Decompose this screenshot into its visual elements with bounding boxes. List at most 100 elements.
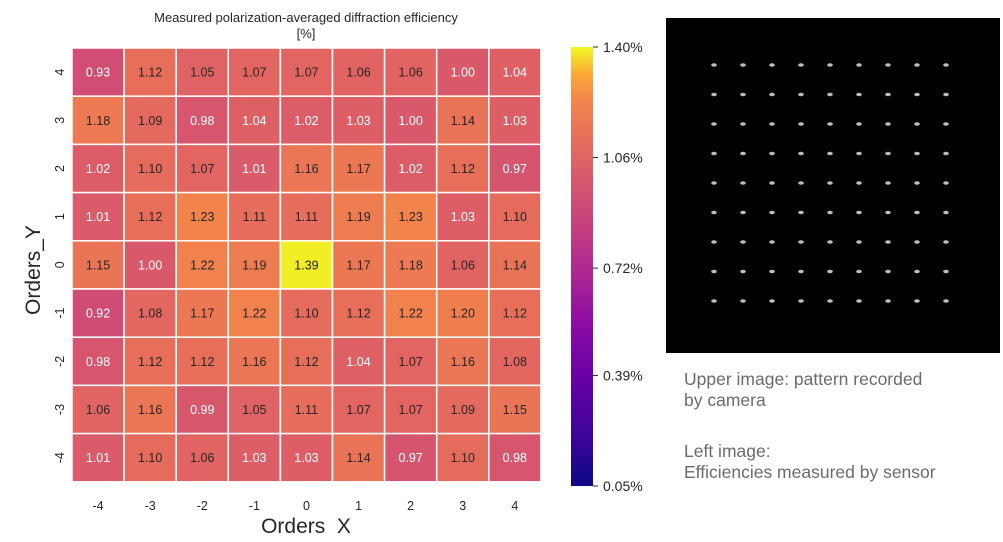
heatmap-cell-label: 1.06 bbox=[451, 258, 475, 272]
diffraction-spot bbox=[798, 210, 804, 215]
heatmap-cell-label: 0.98 bbox=[190, 114, 214, 128]
diffraction-spot bbox=[798, 122, 804, 126]
x-tick-labels: -4 -3 -2 -1 0 1 2 3 4 bbox=[92, 499, 518, 513]
x-tick-label: 4 bbox=[511, 499, 518, 513]
colorbar bbox=[571, 47, 593, 486]
y-tick-label: 2 bbox=[53, 165, 67, 172]
diffraction-spot bbox=[740, 122, 746, 126]
heatmap-cell-label: 1.07 bbox=[242, 66, 266, 80]
heatmap-cell-label: 1.03 bbox=[503, 114, 527, 128]
diffraction-spot bbox=[885, 151, 891, 156]
diffraction-spot bbox=[885, 92, 891, 97]
y-tick-label: 0 bbox=[53, 261, 67, 268]
heatmap-cell bbox=[71, 384, 125, 435]
y-tick-label: 1 bbox=[53, 213, 67, 220]
diffraction-spot bbox=[943, 210, 949, 215]
diffraction-spot bbox=[827, 181, 833, 185]
heatmap-cell-label: 1.05 bbox=[242, 403, 266, 417]
diffraction-spot bbox=[711, 92, 717, 97]
heatmap-cell bbox=[227, 432, 282, 483]
heatmap-cell-label: 1.03 bbox=[294, 451, 318, 465]
x-tick-label: 2 bbox=[407, 499, 414, 513]
diffraction-spot bbox=[769, 92, 775, 97]
heatmap-cell bbox=[227, 384, 282, 435]
heatmap-cell bbox=[279, 143, 334, 194]
diffraction-spot bbox=[856, 299, 862, 303]
chart-title-line-2: [%] bbox=[297, 26, 316, 41]
diffraction-spot bbox=[711, 122, 717, 126]
heatmap-cell-label: 1.03 bbox=[242, 451, 266, 465]
colorbar-ticks: 1.40% 1.06% 0.72% 0.39% 0.05% bbox=[593, 39, 643, 494]
heatmap-cell-label: 1.11 bbox=[295, 403, 318, 417]
diffraction-spot bbox=[856, 269, 862, 274]
y-tick-label: -4 bbox=[53, 452, 67, 463]
diffraction-spot bbox=[885, 240, 891, 244]
y-tick-label: 4 bbox=[53, 69, 67, 76]
heatmap-cell-label: 1.04 bbox=[346, 355, 370, 369]
heatmap-cell-label: 0.93 bbox=[86, 66, 110, 80]
diffraction-spot bbox=[914, 151, 920, 156]
diffraction-spot bbox=[943, 181, 949, 185]
heatmap-cell-label: 1.12 bbox=[138, 210, 162, 224]
heatmap-cell bbox=[71, 240, 125, 290]
diffraction-spot bbox=[856, 151, 862, 156]
heatmap-cell-label: 1.17 bbox=[190, 307, 214, 321]
diffraction-spot bbox=[740, 151, 746, 156]
camera-pattern-image bbox=[666, 18, 1000, 353]
diffraction-spot bbox=[711, 181, 717, 185]
x-tick-label: 0 bbox=[303, 499, 310, 513]
diffraction-spot bbox=[914, 181, 920, 185]
heatmap-cell-label: 1.15 bbox=[86, 258, 110, 272]
heatmap-cell-label: 1.10 bbox=[294, 307, 318, 321]
diffraction-spot bbox=[885, 122, 891, 126]
y-axis-label: Orders_Y bbox=[22, 225, 45, 315]
heatmap-cell-label: 0.99 bbox=[190, 403, 214, 417]
heatmap-cell bbox=[227, 288, 282, 338]
heatmap-cell bbox=[488, 191, 542, 242]
heatmap-cell-label: 0.98 bbox=[503, 451, 527, 465]
heatmap-cell bbox=[123, 288, 177, 338]
heatmap-cell bbox=[435, 95, 490, 146]
diffraction-spot bbox=[798, 151, 804, 156]
diffraction-spot bbox=[943, 240, 949, 244]
heatmap-cell-label: 1.10 bbox=[138, 451, 162, 465]
heatmap-cell-label: 1.14 bbox=[503, 258, 527, 272]
upper-image-caption: Upper image: pattern recorded by camera bbox=[684, 369, 922, 411]
heatmap-cell-label: 1.06 bbox=[86, 403, 110, 417]
heatmap-cell bbox=[175, 143, 230, 194]
heatmap-cell-label: 1.09 bbox=[451, 403, 475, 417]
diffraction-spot bbox=[740, 299, 746, 303]
heatmap-cell-label: 1.01 bbox=[86, 451, 110, 465]
diffraction-spot bbox=[885, 299, 891, 303]
diffraction-spot bbox=[943, 269, 949, 274]
heatmap-cell bbox=[331, 288, 386, 338]
heatmap-cell bbox=[383, 336, 438, 387]
heatmap-cell-label: 1.19 bbox=[242, 258, 266, 272]
colorbar-tick-label: 0.72% bbox=[603, 260, 643, 276]
heatmap-cell bbox=[435, 47, 490, 97]
diffraction-spot bbox=[856, 92, 862, 97]
heatmap-cell bbox=[383, 95, 438, 146]
heatmap-cell-label: 1.12 bbox=[503, 307, 527, 321]
diffraction-spot bbox=[914, 210, 920, 215]
heatmap-cell-label: 1.16 bbox=[451, 355, 475, 369]
caption-left-line-2: Efficiencies measured by sensor bbox=[684, 462, 936, 482]
caption-upper-line-1: Upper image: pattern recorded bbox=[684, 369, 923, 389]
heatmap-cell-label: 1.11 bbox=[243, 210, 266, 224]
heatmap-cell bbox=[71, 143, 125, 194]
heatmap-cell-label: 1.03 bbox=[346, 114, 370, 128]
diffraction-spot bbox=[798, 63, 804, 67]
heatmap-cell bbox=[488, 143, 542, 194]
caption-upper-line-2: by camera bbox=[684, 390, 766, 410]
diffraction-spot bbox=[885, 63, 891, 67]
diffraction-spot bbox=[740, 269, 746, 274]
heatmap-cell bbox=[488, 432, 542, 483]
heatmap-cell bbox=[435, 288, 490, 338]
heatmap-cell-label: 1.01 bbox=[242, 162, 266, 176]
x-axis-label: Orders X bbox=[261, 515, 351, 538]
heatmap-cell-label: 1.17 bbox=[346, 258, 370, 272]
heatmap-cell-label: 1.22 bbox=[190, 258, 214, 272]
heatmap-cell-label: 1.08 bbox=[138, 307, 162, 321]
diffraction-spot bbox=[711, 63, 717, 67]
chart-title-line-1: Measured polarization-averaged diffracti… bbox=[154, 10, 458, 25]
